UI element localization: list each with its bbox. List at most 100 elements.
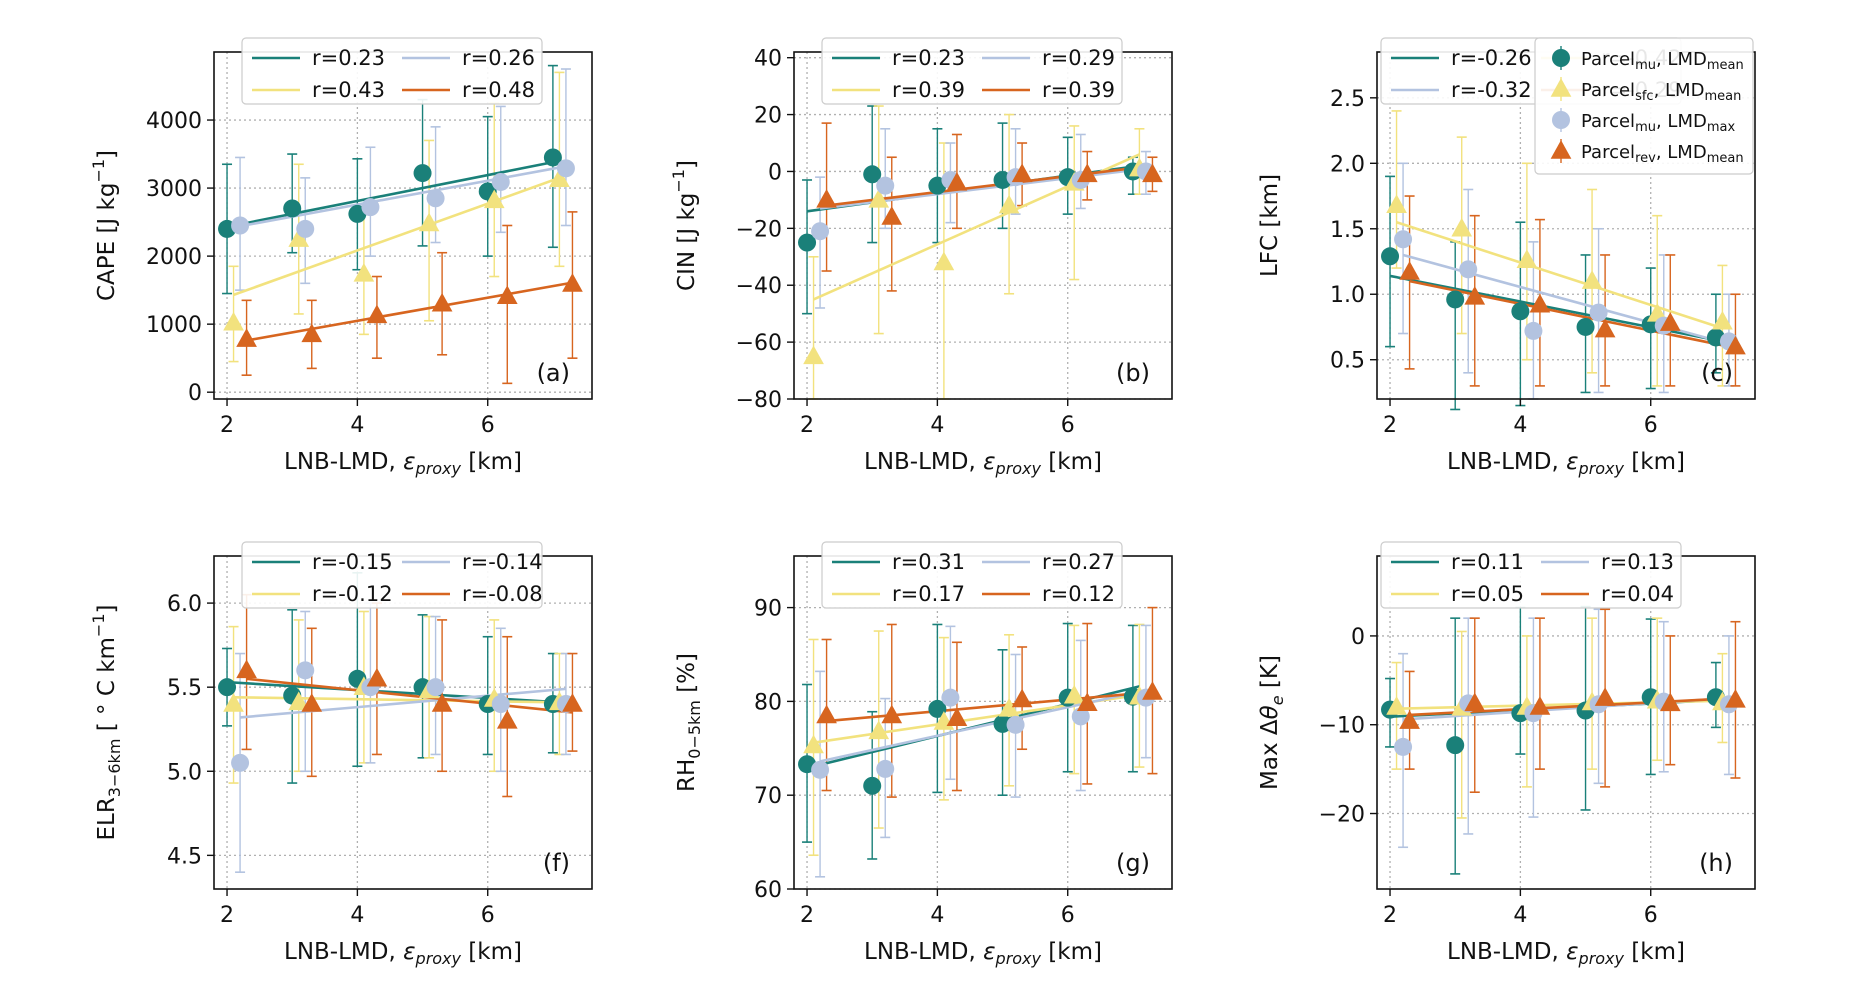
legend-r-value: r=0.13 [1601, 550, 1674, 574]
y-tick-label: 5.0 [167, 760, 202, 785]
data-point-sfc_mean [483, 189, 505, 209]
legend-r-value: r=0.05 [1451, 582, 1524, 606]
data-point-rev_mean [562, 693, 583, 712]
y-tick-label: −20 [1319, 803, 1365, 828]
data-point-rev_mean [1529, 696, 1551, 715]
panel-letter: (a) [537, 359, 570, 387]
y-axis-label: LFC [km] [1257, 174, 1283, 277]
panel-b: 2 4 6 −80 −60 −40 −20 0 20 40 LNB-LMD, εproxy [km]… [669, 37, 1173, 478]
x-tick-label: 4 [930, 903, 944, 928]
x-tick-label: 2 [1383, 903, 1397, 928]
data-point-mu_max [811, 760, 830, 779]
x-axis-label: LNB-LMD, εproxy [km] [284, 939, 522, 968]
data-point-mu_max [556, 159, 575, 178]
data-point-rev_mean [496, 285, 518, 305]
y-tick-label: 0 [1351, 625, 1365, 650]
legend-r-value: r=0.39 [892, 78, 965, 102]
data-point-mu_max [876, 176, 895, 195]
data-point-rev_mean [1076, 163, 1098, 183]
panel-f: 2 4 6 4.5 5.0 5.5 6.0 LNB-LMD, εproxy [km] ELR3−… [89, 541, 593, 968]
series-legend: Parcelmu, LMDmean Parcelsfc, LMDmean Parce… [1534, 37, 1754, 175]
data-point-mu_max [1006, 715, 1025, 734]
data-point-rev_mean [1464, 692, 1486, 712]
y-tick-label: 80 [754, 690, 782, 715]
data-point-sfc_mean [868, 720, 890, 740]
data-point-sfc_mean [998, 698, 1020, 717]
x-tick-label: 4 [350, 413, 364, 438]
data-point-mu_max [1524, 321, 1543, 340]
data-point-rev_mean [236, 659, 257, 679]
data-point-mu_max [231, 753, 250, 772]
y-tick-label: −40 [736, 274, 782, 299]
data-point-sfc_mean [1712, 310, 1733, 330]
data-point-sfc_mean [868, 189, 890, 208]
data-point-mu_max [296, 661, 315, 680]
y-tick-label: 90 [754, 597, 782, 622]
data-point-sfc_mean [288, 228, 310, 247]
data-point-rev_mean [1464, 285, 1486, 305]
legend-r-value: r=0.27 [1042, 550, 1115, 574]
legend-box [241, 541, 543, 609]
data-point-mu_max [1071, 707, 1090, 726]
y-axis-label: RH0−5km [%] [674, 653, 704, 792]
data-point-rev_mean [366, 304, 388, 324]
data-point-mu_mean [413, 164, 432, 183]
legend-r-value: r=0.12 [1042, 582, 1115, 606]
data-point-mu_max [1394, 230, 1413, 249]
data-point-rev_mean [881, 206, 903, 225]
x-tick-label: 6 [1061, 903, 1075, 928]
fit-line-mu_mean [226, 159, 560, 229]
fit-line-mu_max [239, 687, 567, 719]
data-point-mu_mean [283, 199, 302, 218]
x-tick-label: 2 [220, 413, 234, 438]
data-point-mu_mean [1511, 302, 1530, 321]
legend-r-value: r=0.39 [1042, 78, 1115, 102]
y-tick-label: 0 [188, 381, 202, 406]
x-tick-label: 6 [1644, 413, 1658, 438]
data-point-rev_mean [1076, 692, 1098, 712]
data-point-sfc_mean [1516, 249, 1538, 268]
data-point-mu_max [426, 189, 445, 208]
y-tick-label: −80 [736, 388, 782, 413]
legend-box [241, 37, 543, 105]
x-axis-label: LNB-LMD, εproxy [km] [1447, 939, 1685, 968]
legend-box [1534, 37, 1754, 175]
y-tick-label: 2000 [146, 245, 202, 270]
x-tick-label: 6 [1061, 413, 1075, 438]
y-axis-label: CAPE [J kg−1] [89, 150, 120, 301]
x-tick-label: 4 [1513, 903, 1527, 928]
y-tick-label: 4000 [146, 109, 202, 134]
data-point-sfc_mean [1386, 696, 1407, 715]
data-point-sfc_mean [1063, 684, 1085, 704]
data-point-rev_mean [1594, 687, 1616, 706]
data-point-sfc_mean [353, 262, 375, 282]
data-point-sfc_mean [998, 194, 1020, 214]
y-tick-label: 70 [754, 784, 782, 809]
data-point-sfc_mean [418, 212, 440, 232]
panel-letter: (b) [1116, 359, 1150, 387]
data-point-rev_mean [1594, 318, 1616, 338]
data-point-sfc_mean [223, 311, 244, 331]
data-point-rev_mean [1142, 681, 1163, 700]
data-point-mu_max [1459, 260, 1478, 279]
legend-r-value: r=0.17 [892, 582, 965, 606]
data-point-rev_mean [881, 704, 903, 724]
x-tick-label: 2 [800, 903, 814, 928]
data-point-rev_mean [946, 171, 968, 191]
panel-a: 2 4 6 0 1000 2000 3000 4000 LNB-LMD, εproxy [km]… [89, 37, 593, 478]
data-point-rev_mean [1725, 688, 1746, 708]
data-point-mu_mean [218, 678, 237, 697]
data-point-sfc_mean [1581, 270, 1603, 289]
y-tick-label: 40 [754, 47, 782, 72]
x-tick-label: 4 [350, 903, 364, 928]
x-tick-label: 2 [1383, 413, 1397, 438]
legend-r-value: r=-0.15 [312, 550, 393, 574]
legend-label-rev_mean: Parcelrev, LMDmean [1581, 142, 1744, 166]
data-point-rev_mean [236, 328, 257, 347]
legend-marker-rev_mean [1550, 140, 1572, 159]
y-tick-label: 0.5 [1330, 349, 1365, 374]
data-point-sfc_mean [803, 345, 824, 365]
data-point-mu_max [231, 216, 250, 235]
y-tick-label: 4.5 [167, 844, 202, 869]
y-tick-label: 1.0 [1330, 283, 1365, 308]
